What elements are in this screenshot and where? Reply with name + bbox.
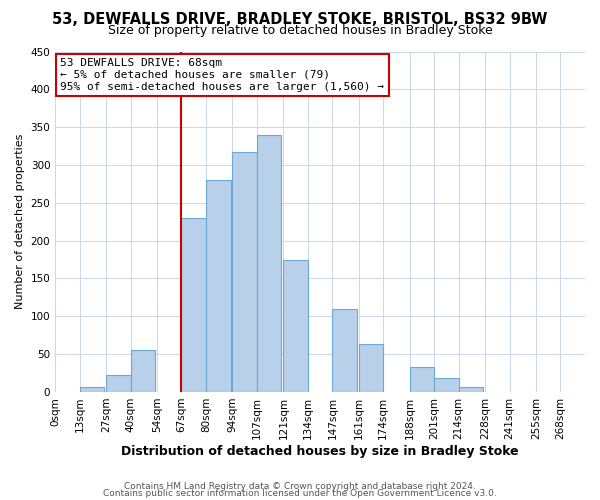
- Bar: [181, 218, 206, 392]
- Bar: [359, 344, 383, 392]
- Bar: [332, 308, 357, 392]
- Text: Size of property relative to detached houses in Bradley Stoke: Size of property relative to detached ho…: [107, 24, 493, 37]
- Text: Contains public sector information licensed under the Open Government Licence v3: Contains public sector information licen…: [103, 489, 497, 498]
- Text: 53, DEWFALLS DRIVE, BRADLEY STOKE, BRISTOL, BS32 9BW: 53, DEWFALLS DRIVE, BRADLEY STOKE, BRIST…: [52, 12, 548, 28]
- Bar: [410, 367, 434, 392]
- Bar: [458, 386, 483, 392]
- X-axis label: Distribution of detached houses by size in Bradley Stoke: Distribution of detached houses by size …: [121, 444, 519, 458]
- Text: 53 DEWFALLS DRIVE: 68sqm
← 5% of detached houses are smaller (79)
95% of semi-de: 53 DEWFALLS DRIVE: 68sqm ← 5% of detache…: [61, 58, 385, 92]
- Y-axis label: Number of detached properties: Number of detached properties: [15, 134, 25, 310]
- Bar: [257, 134, 281, 392]
- Bar: [106, 376, 131, 392]
- Bar: [434, 378, 458, 392]
- Bar: [232, 152, 257, 392]
- Bar: [131, 350, 155, 392]
- Text: Contains HM Land Registry data © Crown copyright and database right 2024.: Contains HM Land Registry data © Crown c…: [124, 482, 476, 491]
- Bar: [80, 388, 104, 392]
- Bar: [206, 180, 230, 392]
- Bar: [283, 260, 308, 392]
